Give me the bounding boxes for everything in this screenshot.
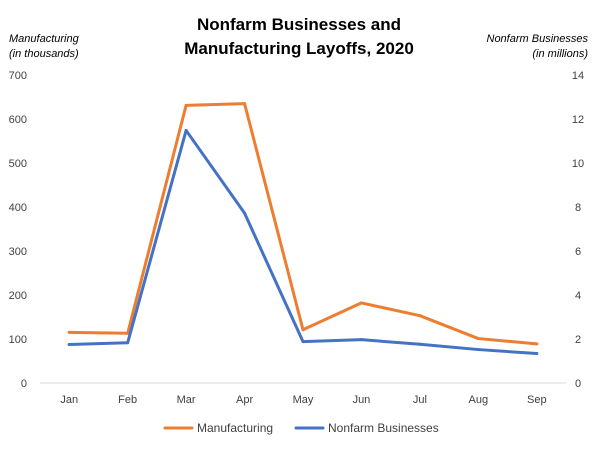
left-axis-ticks: 0 100 200 300 400 500 600 700 xyxy=(9,70,27,390)
data-point-manufacturing xyxy=(184,103,188,107)
x-tick-label: Aug xyxy=(469,394,489,406)
x-tick-label: Jul xyxy=(413,394,427,406)
data-point-nonfarm-businesses xyxy=(476,348,480,352)
right-tick-label: 0 xyxy=(575,378,581,390)
data-point-nonfarm-businesses xyxy=(418,342,422,346)
legend-label: Manufacturing xyxy=(197,421,273,435)
data-point-nonfarm-businesses xyxy=(126,341,130,345)
x-tick-label: Apr xyxy=(236,394,253,406)
data-point-manufacturing xyxy=(243,102,247,106)
data-point-nonfarm-businesses xyxy=(67,343,71,346)
series-nonfarm-businesses xyxy=(67,128,539,356)
left-tick-label: 200 xyxy=(9,290,27,302)
left-tick-label: 500 xyxy=(9,158,27,170)
chart-title-line-1: Nonfarm Businesses and xyxy=(197,15,401,34)
data-point-nonfarm-businesses xyxy=(359,338,363,342)
x-tick-label: Mar xyxy=(177,394,196,406)
x-tick-label: Jan xyxy=(60,394,78,406)
left-axis-label-line-1: Manufacturing xyxy=(9,33,80,45)
series-manufacturing xyxy=(67,102,539,346)
x-tick-label: Jun xyxy=(353,394,371,406)
chart-title-line-2: Manufacturing Layoffs, 2020 xyxy=(184,39,414,58)
right-axis-label-line-2: (in millions) xyxy=(532,48,588,60)
series-line-manufacturing xyxy=(67,102,539,346)
series-line-nonfarm-businesses xyxy=(67,128,539,356)
left-tick-label: 400 xyxy=(9,202,27,214)
series-layer xyxy=(67,102,539,356)
x-tick-label: May xyxy=(293,394,314,406)
right-axis-ticks: 0 2 4 6 8 10 12 14 xyxy=(572,70,584,390)
legend-item-manufacturing: Manufacturing xyxy=(163,421,273,435)
left-tick-label: 300 xyxy=(9,246,27,258)
left-tick-label: 600 xyxy=(9,114,27,126)
data-point-nonfarm-businesses xyxy=(184,128,188,132)
right-tick-label: 4 xyxy=(575,290,581,302)
data-point-nonfarm-businesses xyxy=(535,352,539,356)
right-axis-label-line-1: Nonfarm Businesses xyxy=(487,33,589,45)
legend: Manufacturing Nonfarm Businesses xyxy=(163,421,439,435)
right-tick-label: 6 xyxy=(575,246,581,258)
right-tick-label: 8 xyxy=(575,202,581,214)
left-tick-label: 700 xyxy=(9,70,27,82)
data-point-manufacturing xyxy=(418,314,422,318)
data-point-manufacturing xyxy=(301,328,305,332)
chart-title: Nonfarm Businesses and Manufacturing Lay… xyxy=(184,15,414,58)
legend-item-nonfarm-businesses: Nonfarm Businesses xyxy=(294,421,439,435)
right-tick-label: 14 xyxy=(572,70,584,82)
data-point-manufacturing xyxy=(476,337,480,341)
left-axis-label: Manufacturing (in thousands) xyxy=(9,33,80,60)
x-axis-ticks: Jan Feb Mar Apr May Jun Jul Aug Sep xyxy=(60,394,546,406)
data-point-manufacturing xyxy=(126,331,130,335)
data-point-manufacturing xyxy=(359,301,363,305)
data-point-nonfarm-businesses xyxy=(243,211,247,215)
right-tick-label: 12 xyxy=(572,114,584,126)
x-tick-label: Feb xyxy=(118,394,137,406)
left-axis-label-line-2: (in thousands) xyxy=(9,48,79,60)
left-tick-label: 0 xyxy=(21,378,27,390)
right-axis-label: Nonfarm Businesses (in millions) xyxy=(487,33,589,60)
data-point-manufacturing xyxy=(67,330,71,334)
data-point-nonfarm-businesses xyxy=(301,340,305,344)
right-tick-label: 2 xyxy=(575,334,581,346)
legend-label: Nonfarm Businesses xyxy=(328,421,439,435)
right-tick-label: 10 xyxy=(572,158,584,170)
data-point-manufacturing xyxy=(535,342,539,346)
left-tick-label: 100 xyxy=(9,334,27,346)
x-tick-label: Sep xyxy=(527,394,547,406)
